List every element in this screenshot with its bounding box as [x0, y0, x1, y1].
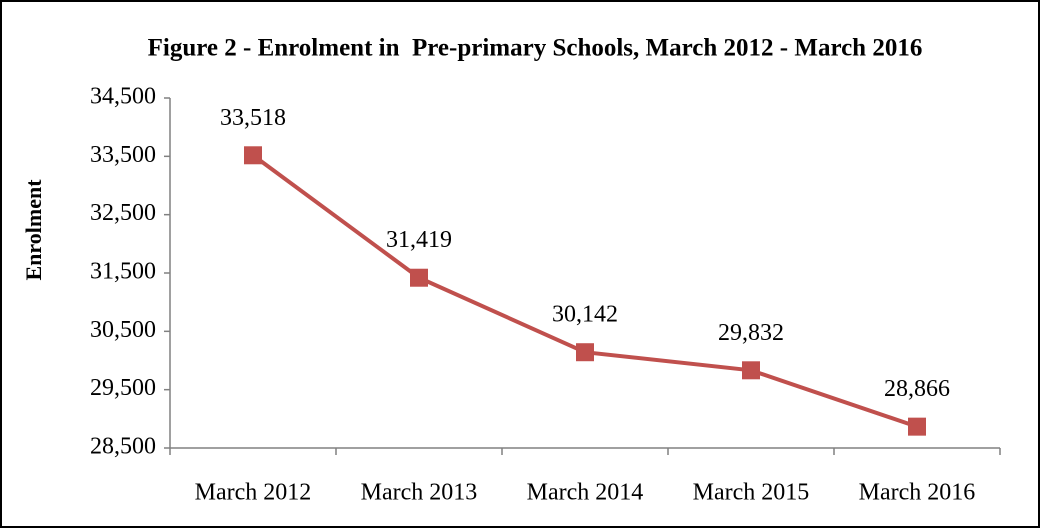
y-tick-label: 30,500 [90, 317, 156, 343]
data-label: 33,518 [220, 105, 286, 131]
point-marker [742, 361, 760, 380]
y-tick-label: 31,500 [90, 259, 156, 285]
y-tick-label: 33,500 [90, 142, 156, 168]
x-tick-label: March 2013 [361, 480, 478, 506]
y-tick-label: 32,500 [90, 200, 156, 226]
point-marker [908, 417, 926, 436]
point-marker [244, 146, 262, 165]
y-tick-label: 34,500 [90, 84, 156, 110]
data-label: 28,866 [884, 376, 950, 402]
point-marker [410, 268, 428, 287]
y-tick-label: 29,500 [90, 375, 156, 401]
data-label: 29,832 [718, 320, 784, 346]
point-marker [576, 343, 594, 362]
data-label: 30,142 [552, 302, 618, 328]
data-label: 31,419 [386, 227, 452, 253]
y-tick-label: 28,500 [90, 434, 156, 460]
y-axis-label: Enrolment [21, 179, 46, 281]
chart-title: Figure 2 - Enrolment in Pre-primary Scho… [148, 35, 923, 62]
x-tick-label: March 2015 [693, 480, 810, 506]
x-tick-label: March 2016 [859, 480, 976, 506]
x-tick-label: March 2014 [527, 480, 644, 506]
x-tick-label: March 2012 [195, 480, 312, 506]
